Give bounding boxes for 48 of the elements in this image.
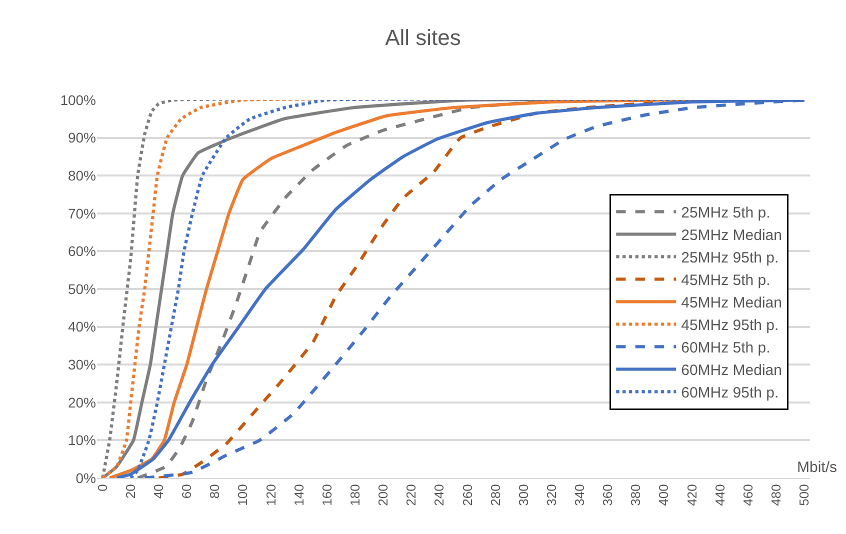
x-tick-label: 80 bbox=[207, 484, 222, 499]
x-tick-label: 220 bbox=[404, 484, 419, 506]
x-tick-label: 0 bbox=[94, 484, 110, 492]
y-tick-label: 10% bbox=[68, 432, 96, 448]
x-tick-label: 60 bbox=[179, 484, 194, 499]
x-tick-label: 420 bbox=[684, 484, 700, 506]
legend-label: 60MHz Median bbox=[681, 362, 782, 380]
legend-label: 25MHz 95th p. bbox=[681, 250, 779, 267]
x-tick-label: 340 bbox=[572, 484, 588, 506]
y-tick-label: 0% bbox=[76, 470, 96, 486]
x-tick-label: 180 bbox=[347, 484, 362, 506]
y-tick-label: 20% bbox=[68, 394, 96, 410]
legend-label: 45MHz 95th p. bbox=[681, 317, 779, 334]
x-tick-label: 100 bbox=[235, 484, 250, 506]
x-tick-label: 380 bbox=[628, 484, 644, 506]
x-tick-label: 40 bbox=[150, 484, 166, 499]
y-tick-label: 60% bbox=[68, 243, 96, 260]
y-tick-label: 40% bbox=[68, 318, 96, 335]
legend-label: 25MHz Median bbox=[681, 227, 782, 244]
legend-label: 60MHz 5th p. bbox=[681, 340, 770, 357]
y-tick-label: 50% bbox=[68, 280, 96, 297]
x-tick-label: 300 bbox=[516, 484, 531, 506]
x-tick-label: 280 bbox=[488, 484, 503, 506]
y-tick-label: 30% bbox=[68, 356, 96, 372]
x-tick-label: 160 bbox=[319, 484, 334, 506]
x-tick-label: 440 bbox=[712, 484, 728, 506]
legend-label: 45MHz Median bbox=[681, 294, 782, 312]
x-tick-label: 120 bbox=[263, 484, 278, 506]
x-tick-label: 20 bbox=[122, 484, 138, 499]
y-tick-label: 80% bbox=[68, 168, 96, 184]
legend-label: 45MHz 5th p. bbox=[681, 272, 770, 290]
x-tick-label: 140 bbox=[291, 484, 306, 506]
x-tick-label: 480 bbox=[768, 484, 784, 506]
x-tick-label: 500 bbox=[796, 484, 812, 506]
chart-title: All sites bbox=[385, 25, 461, 50]
legend-label: 60MHz 95th p. bbox=[681, 384, 779, 402]
x-tick-label: 200 bbox=[376, 484, 391, 506]
x-tick-label: 360 bbox=[600, 484, 616, 506]
x-tick-label: 240 bbox=[432, 484, 447, 506]
legend-label: 25MHz 5th p. bbox=[681, 204, 770, 222]
y-tick-label: 100% bbox=[60, 92, 96, 108]
x-tick-label: 400 bbox=[656, 484, 672, 506]
x-tick-label: 260 bbox=[460, 484, 475, 506]
x-tick-label: 320 bbox=[544, 484, 559, 506]
y-tick-label: 90% bbox=[68, 130, 96, 146]
y-tick-label: 70% bbox=[68, 205, 96, 222]
x-axis-title: Mbit/s bbox=[797, 459, 838, 476]
x-tick-label: 460 bbox=[740, 484, 756, 506]
